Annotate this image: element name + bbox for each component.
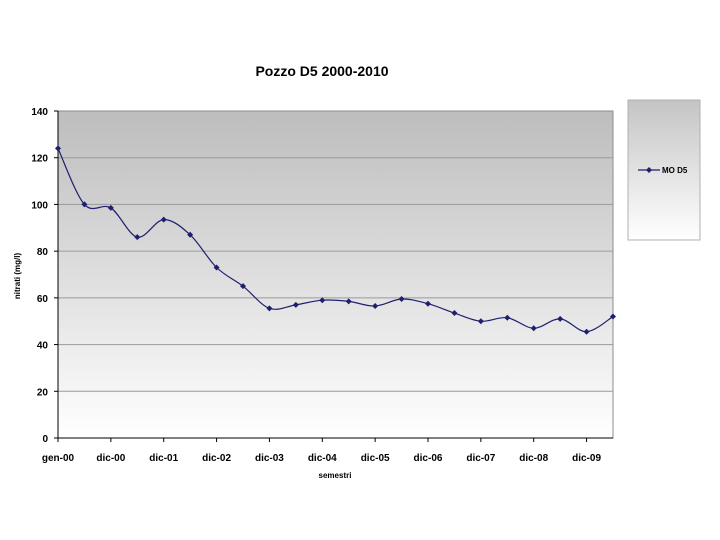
plot-area (57, 110, 614, 439)
x-axis-ticks: gen-00 dic-00 dic-01 dic-02 dic-03 dic-04 dic-… (42, 438, 601, 464)
data-point (292, 301, 299, 308)
data-point (319, 297, 326, 304)
y-tick-label: 0 (42, 434, 48, 445)
x-tick-label: dic-04 (308, 453, 337, 464)
data-point (477, 318, 484, 325)
x-tick-label: dic-07 (466, 453, 495, 464)
x-tick-label: dic-06 (414, 453, 443, 464)
y-tick-label: 80 (37, 247, 49, 258)
data-point (583, 328, 590, 335)
data-point (372, 303, 379, 310)
data-point (530, 325, 537, 332)
data-point (398, 296, 405, 303)
x-axis-label: semestri (319, 471, 352, 480)
data-point (55, 145, 61, 152)
data-point (557, 315, 564, 322)
x-tick-label: dic-05 (361, 453, 390, 464)
x-tick-label: dic-00 (96, 453, 125, 464)
x-tick-label: dic-03 (255, 453, 284, 464)
y-axis-label: nitrati (mg/l) (13, 253, 22, 300)
gridlines (58, 157, 613, 392)
y-tick-label: 20 (37, 387, 49, 398)
series-line-mo-d5 (57, 148, 614, 333)
data-point (504, 314, 511, 321)
data-point (213, 264, 220, 271)
legend: MO D5 (627, 99, 701, 241)
y-tick-label: 40 (37, 341, 49, 352)
x-tick-label: dic-08 (519, 453, 548, 464)
legend-label: MO D5 (662, 166, 688, 175)
data-point (160, 216, 167, 223)
x-tick-label: dic-01 (149, 453, 178, 464)
data-point (451, 310, 458, 317)
data-point (425, 300, 431, 307)
series-layer (55, 145, 616, 335)
data-point (187, 231, 194, 238)
data-point (107, 204, 114, 211)
data-point (240, 283, 246, 290)
y-tick-label: 120 (31, 154, 48, 165)
legend-marker (646, 167, 652, 173)
y-tick-label: 100 (31, 200, 48, 211)
y-tick-label: 60 (37, 294, 49, 305)
x-tick-label: dic-09 (572, 453, 601, 464)
data-point (81, 201, 88, 208)
chart-title: Pozzo D5 2000-2010 (255, 63, 388, 79)
data-point (345, 298, 352, 305)
y-tick-label: 140 (31, 107, 48, 118)
data-point (134, 234, 141, 241)
y-axis-ticks: 0 20 40 60 80 100 120 140 (31, 107, 58, 445)
data-point (266, 305, 273, 312)
data-point (610, 313, 616, 320)
x-tick-label: gen-00 (42, 453, 75, 464)
x-tick-label: dic-02 (202, 453, 231, 464)
